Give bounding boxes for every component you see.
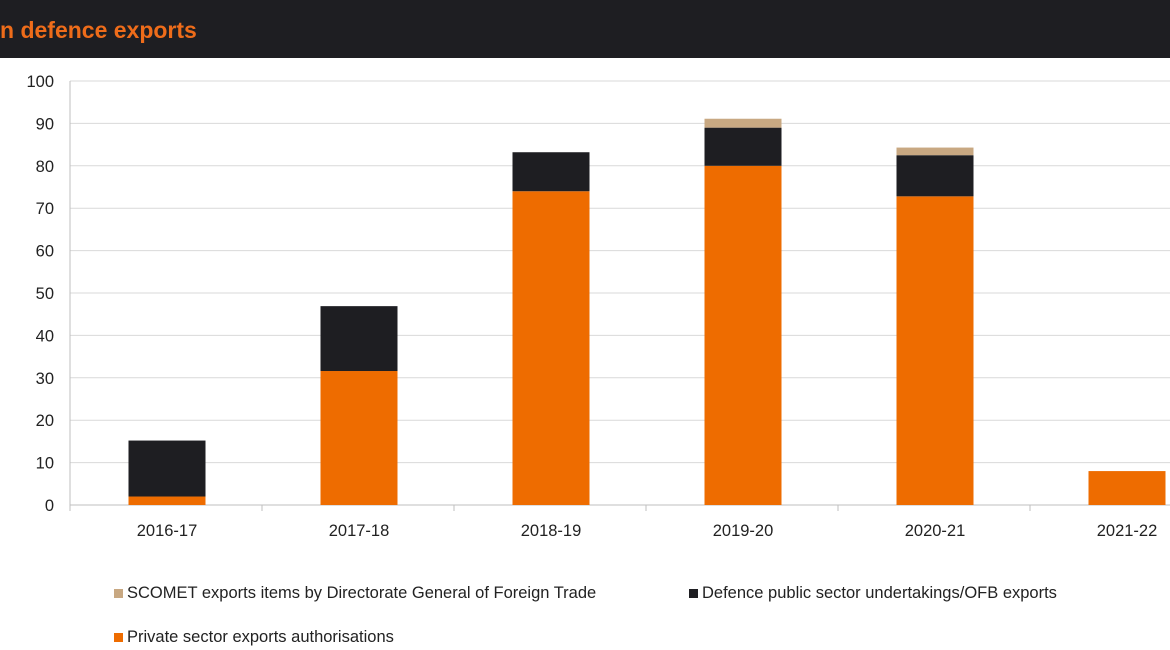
x-tick-label: 2021-22 [1097,522,1158,540]
x-tick-label: 2020-21 [905,522,966,540]
x-tick-label: 2018-19 [521,522,582,540]
legend-swatch-scomet [114,589,123,598]
legend-label-dpsu: Defence public sector undertakings/OFB e… [702,584,1057,602]
y-tick-label: 100 [26,73,54,91]
bar-segment-2019-20-s2 [704,118,782,128]
y-tick-label: 0 [45,497,54,515]
y-tick-label: 50 [36,285,54,303]
y-tick-label: 80 [36,158,54,176]
bar-segment-2019-20-s1 [704,127,782,166]
bar-segment-2020-21-s2 [896,147,974,156]
legend-item-scomet: SCOMET exports items by Directorate Gene… [114,584,596,603]
bar-segment-2016-17-s0 [128,496,206,505]
y-tick-label: 10 [36,455,54,473]
x-tick-label: 2017-18 [329,522,390,540]
title-bar: n defence exports [0,0,1170,58]
x-tick-label: 2019-20 [713,522,774,540]
bar-segment-2020-21-s0 [896,196,974,505]
legend-item-private: Private sector exports authorisations [114,628,394,647]
bar-segment-2021-22-s0 [1088,471,1166,505]
bar-segment-2020-21-s1 [896,155,974,197]
chart-title: n defence exports [0,17,197,43]
legend-swatch-private [114,633,123,642]
bar-segment-2016-17-s1 [128,440,206,497]
bar-segment-2019-20-s0 [704,165,782,506]
x-tick-label: 2016-17 [137,522,198,540]
y-tick-label: 20 [36,412,54,430]
y-tick-label: 40 [36,327,54,345]
bar-segment-2018-19-s1 [512,152,590,192]
y-tick-label: 90 [36,115,54,133]
bar-segment-2018-19-s0 [512,191,590,506]
bar-segment-2017-18-s0 [320,371,398,505]
bar-segment-2017-18-s1 [320,306,398,372]
legend-label-scomet: SCOMET exports items by Directorate Gene… [127,584,597,602]
legend-label-private: Private sector exports authorisations [127,628,394,646]
y-tick-label: 70 [36,200,54,218]
y-tick-label: 30 [36,370,54,388]
legend-item-dpsu: Defence public sector undertakings/OFB e… [689,584,1057,603]
legend-swatch-dpsu [689,589,698,598]
y-tick-label: 60 [36,243,54,261]
